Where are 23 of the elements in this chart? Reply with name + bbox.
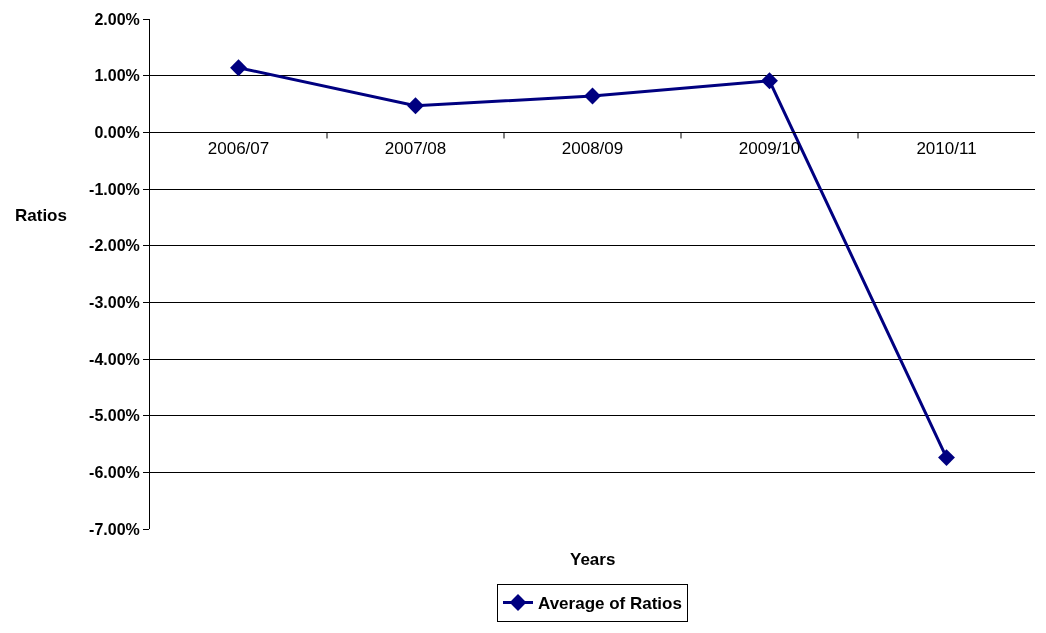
- point: [761, 72, 778, 90]
- y-axis-title: Ratios: [15, 206, 67, 225]
- y-tick-label: -3.00%: [89, 293, 140, 311]
- x-axis-title: Years: [570, 550, 616, 569]
- x-tick-label: 2007/08: [384, 138, 447, 158]
- x-tick-label: 2009/10: [738, 138, 801, 158]
- legend-label: Average of Ratios: [538, 594, 682, 614]
- point: [407, 97, 424, 115]
- y-tick-label: -6.00%: [89, 463, 140, 481]
- point: [584, 87, 601, 105]
- y-tick-label: 0.00%: [94, 123, 140, 141]
- x-tick-label: 2006/07: [207, 138, 270, 158]
- x-tick-label: 2008/09: [561, 138, 624, 158]
- y-tick-label: 2.00%: [94, 10, 140, 28]
- y-tick-label: -4.00%: [89, 350, 140, 368]
- point: [230, 59, 247, 77]
- y-tick-label: -7.00%: [89, 520, 140, 538]
- y-tick-label: -2.00%: [89, 237, 140, 255]
- point: [938, 449, 955, 467]
- y-tick-label: -5.00%: [89, 407, 140, 425]
- y-tick-label: 1.00%: [94, 67, 140, 85]
- x-tick-label: 2010/11: [916, 138, 977, 158]
- y-tick-label: -1.00%: [89, 180, 140, 198]
